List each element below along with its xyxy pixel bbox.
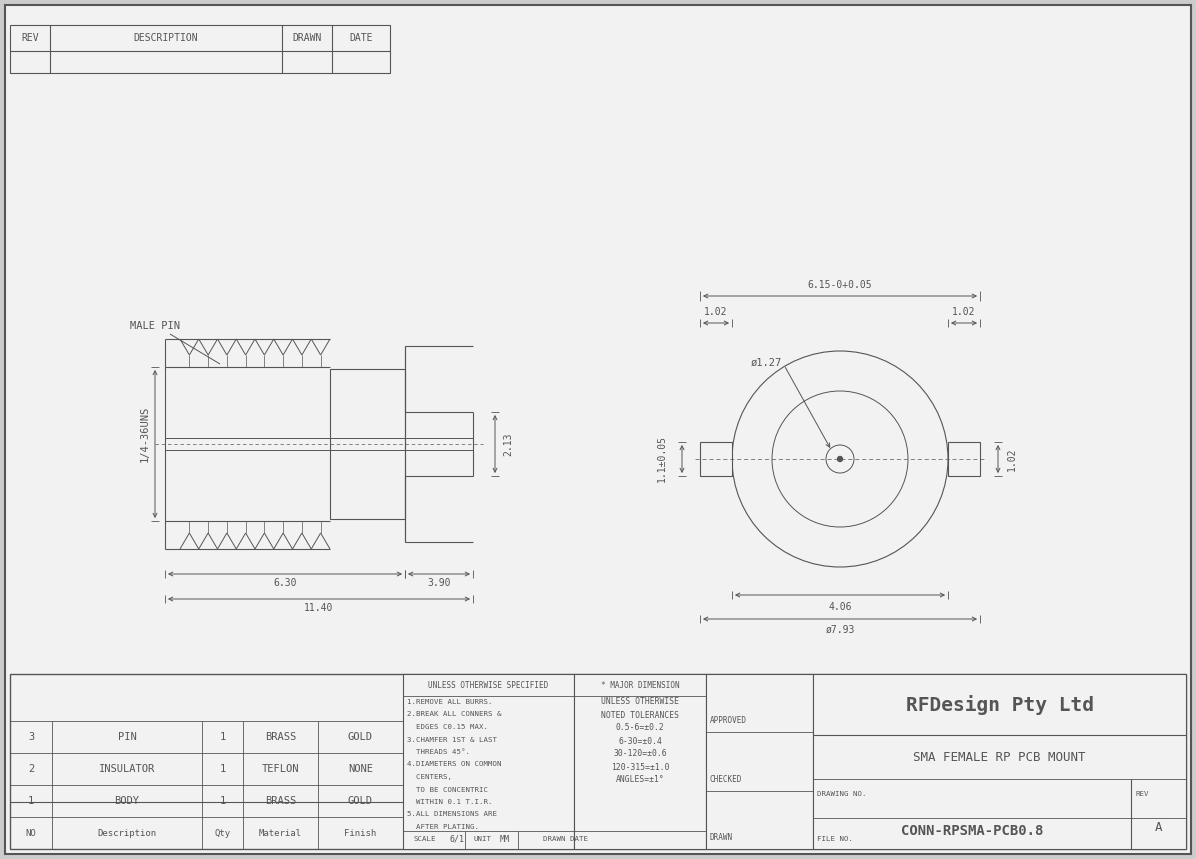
Text: 3.90: 3.90 [427,578,451,588]
Text: 11.40: 11.40 [304,603,334,613]
Bar [10,25,390,73]
Text: BRASS: BRASS [264,796,297,806]
Text: 2.BREAK ALL CONNERS &: 2.BREAK ALL CONNERS & [407,711,501,717]
Text: 4.06: 4.06 [829,602,852,612]
Bar [574,674,706,849]
Text: UNLESS OTHERWISE: UNLESS OTHERWISE [602,698,679,706]
Text: CENTERS,: CENTERS, [407,774,452,780]
Text: MM: MM [500,834,509,844]
Bar [10,674,1186,849]
Text: DRAWING NO.: DRAWING NO. [817,791,866,797]
Text: ø7.93: ø7.93 [825,625,855,635]
Text: WITHIN 0.1 T.I.R.: WITHIN 0.1 T.I.R. [407,799,493,805]
Bar [403,674,574,849]
Text: Qty: Qty [214,828,231,838]
Text: 6/1: 6/1 [448,834,464,844]
Text: 1: 1 [219,732,226,742]
Text: EDGES C0.15 MAX.: EDGES C0.15 MAX. [407,724,488,730]
Text: GOLD: GOLD [348,796,373,806]
Text: 1.REMOVE ALL BURRS.: 1.REMOVE ALL BURRS. [407,699,493,705]
Text: 2.13: 2.13 [504,432,513,456]
Text: THREADS 45°.: THREADS 45°. [407,749,470,755]
Text: 3: 3 [28,732,35,742]
Text: SMA FEMALE RP PCB MOUNT: SMA FEMALE RP PCB MOUNT [914,751,1086,764]
Text: CONN-RPSMA-PCB0.8: CONN-RPSMA-PCB0.8 [901,825,1043,838]
Text: APPROVED: APPROVED [710,716,748,725]
Text: Material: Material [260,828,303,838]
Text: DRAWN: DRAWN [292,33,322,43]
Text: 1.02: 1.02 [1007,448,1017,471]
Text: 6-30=±0.4: 6-30=±0.4 [618,736,661,746]
Circle shape [837,456,842,461]
Text: 1.02: 1.02 [952,307,976,317]
Text: 1.1±0.05: 1.1±0.05 [657,436,667,483]
Text: FILE NO.: FILE NO. [817,836,853,842]
Text: * MAJOR DIMENSION: * MAJOR DIMENSION [600,680,679,690]
Text: 5.ALL DIMENSIONS ARE: 5.ALL DIMENSIONS ARE [407,812,498,818]
Text: 30-120=±0.6: 30-120=±0.6 [614,750,667,758]
Text: 1: 1 [219,796,226,806]
Text: AFTER PLATING.: AFTER PLATING. [407,824,480,830]
Text: BODY: BODY [115,796,140,806]
Circle shape [826,445,854,473]
Text: 1: 1 [28,796,35,806]
Text: SCALE: SCALE [413,836,435,842]
Text: ANGLES=±1°: ANGLES=±1° [616,776,664,784]
Text: PIN: PIN [117,732,136,742]
Text: DRAWN: DRAWN [710,833,733,842]
Text: 6.15-0+0.05: 6.15-0+0.05 [807,280,872,290]
Bar [330,369,405,519]
Text: 2: 2 [28,764,35,774]
Text: RFDesign Pty Ltd: RFDesign Pty Ltd [905,695,1093,715]
Text: GOLD: GOLD [348,732,373,742]
Text: 1.02: 1.02 [704,307,727,317]
Text: 1/4-36UNS: 1/4-36UNS [140,405,150,462]
Text: BRASS: BRASS [264,732,297,742]
Text: 120-315=±1.0: 120-315=±1.0 [611,763,670,771]
Text: Finish: Finish [344,828,377,838]
Text: 6.30: 6.30 [273,578,297,588]
Text: DRAWN DATE: DRAWN DATE [543,836,588,842]
Text: DESCRIPTION: DESCRIPTION [134,33,199,43]
Text: A: A [1155,820,1163,834]
Text: NOTED TOLERANCES: NOTED TOLERANCES [602,710,679,720]
Text: NO: NO [25,828,36,838]
Text: DATE: DATE [349,33,373,43]
Text: REV: REV [1135,791,1148,797]
Text: TEFLON: TEFLON [262,764,299,774]
Bar [700,442,732,476]
Bar [813,674,1186,849]
Text: 4.DIAMETERS ON COMMON: 4.DIAMETERS ON COMMON [407,761,501,767]
Text: TO BE CONCENTRIC: TO BE CONCENTRIC [407,787,488,793]
Text: INSULATOR: INSULATOR [99,764,155,774]
Text: ø1.27: ø1.27 [751,358,782,368]
Text: 1: 1 [219,764,226,774]
Text: Description: Description [97,828,157,838]
Text: NONE: NONE [348,764,373,774]
Circle shape [732,351,948,567]
Text: UNIT: UNIT [472,836,492,842]
Text: REV: REV [22,33,38,43]
Bar [706,674,813,849]
Bar [948,442,980,476]
Text: MALE PIN: MALE PIN [130,321,181,331]
Text: CHECKED: CHECKED [710,775,743,783]
Text: 0.5-6=±0.2: 0.5-6=±0.2 [616,723,664,733]
Text: UNLESS OTHERWISE SPECIFIED: UNLESS OTHERWISE SPECIFIED [428,680,549,690]
Circle shape [771,391,908,527]
Text: 3.CHAMFER 1ST & LAST: 3.CHAMFER 1ST & LAST [407,736,498,742]
